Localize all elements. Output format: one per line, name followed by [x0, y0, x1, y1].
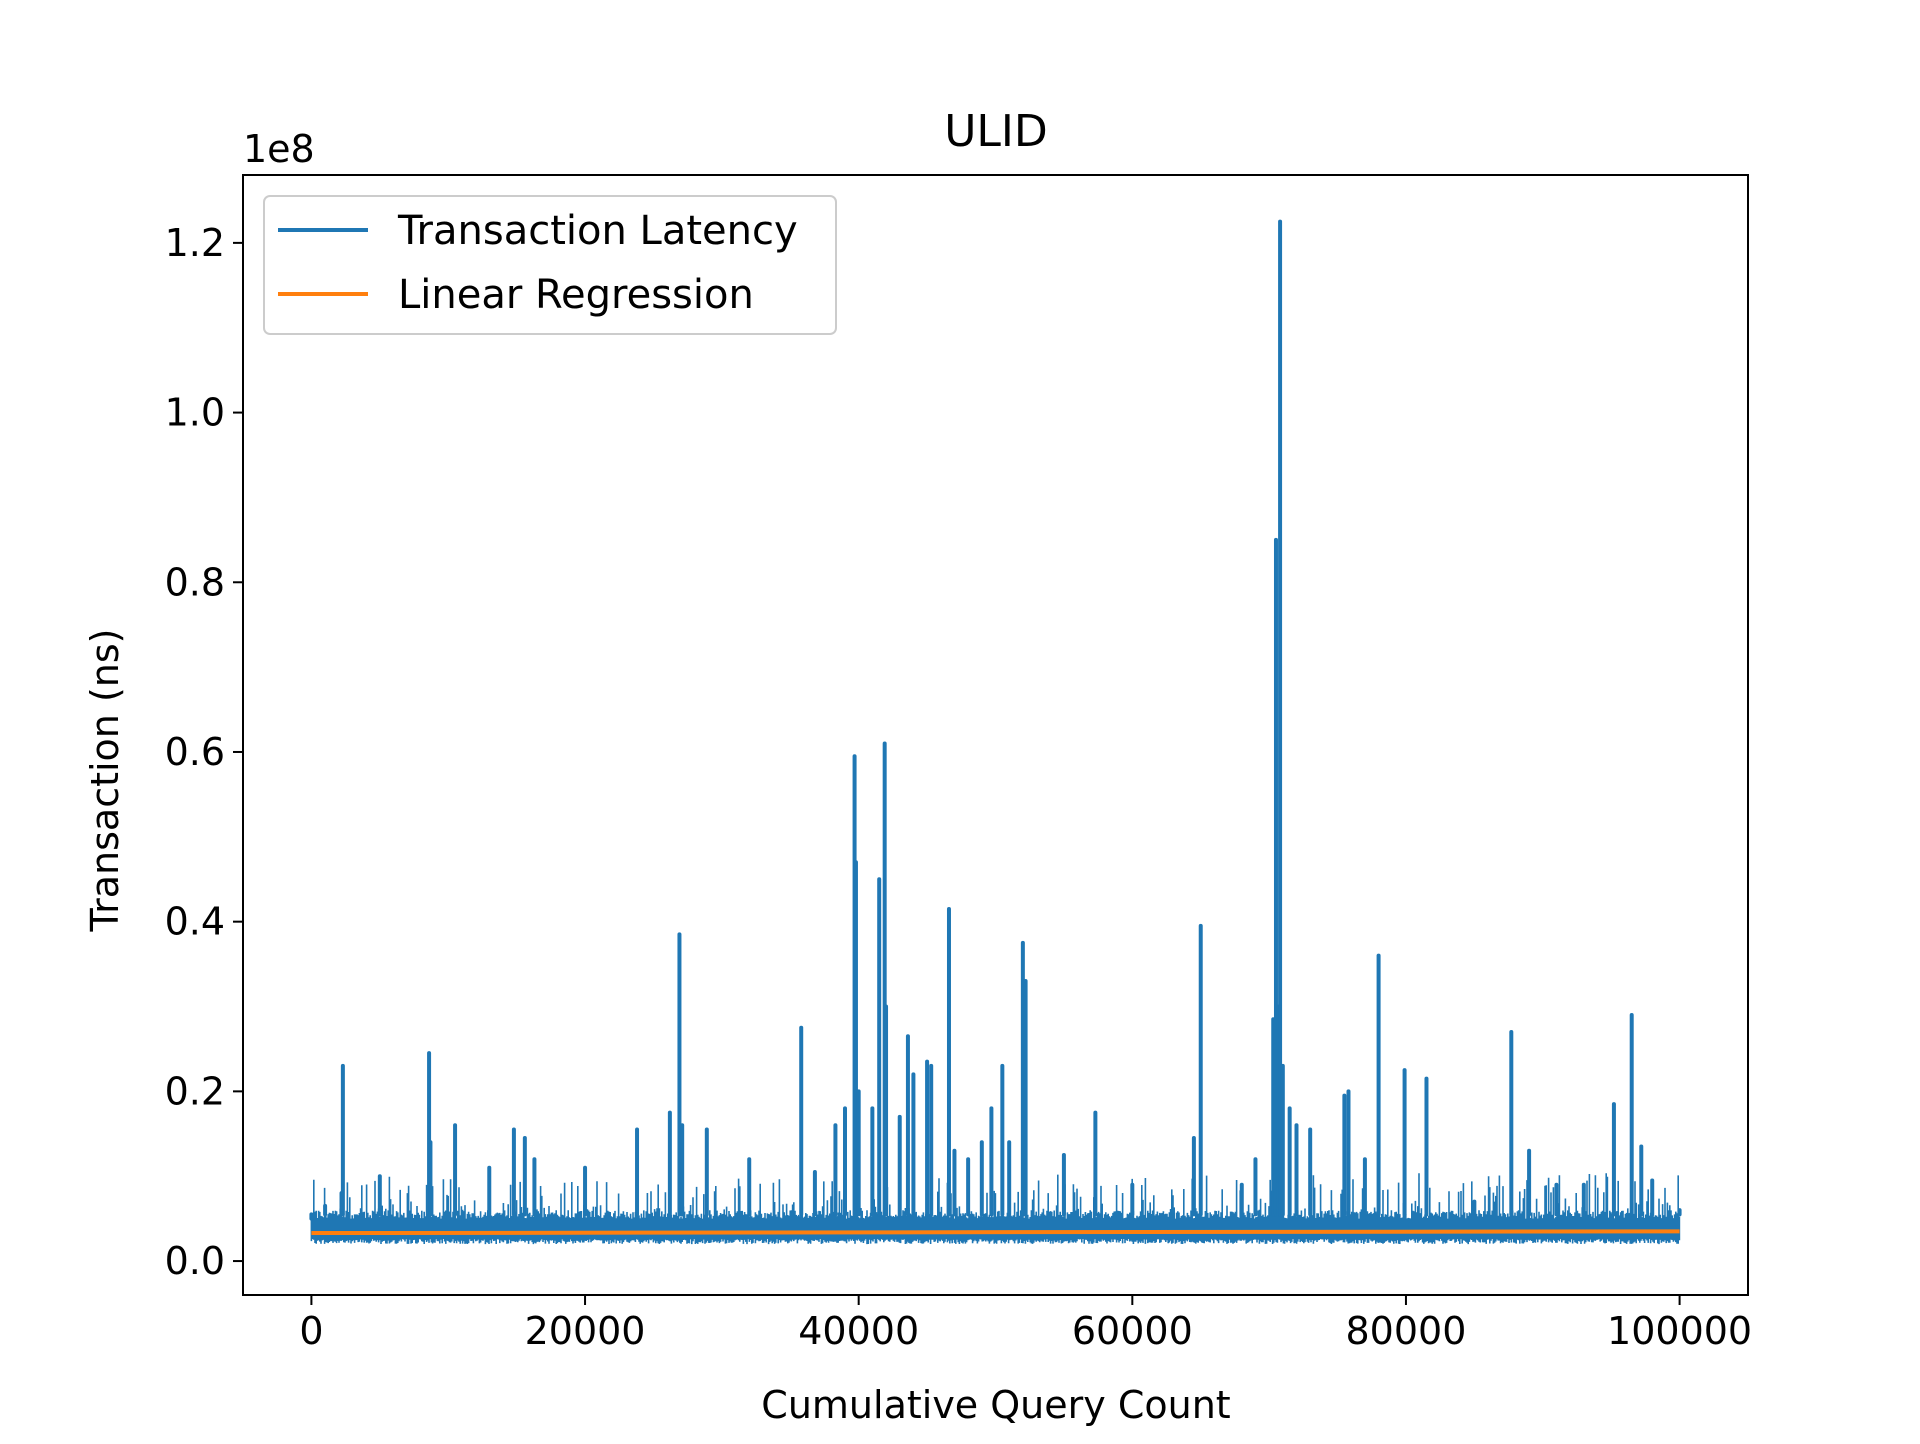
x-tick-label: 40000 [798, 1309, 919, 1353]
x-tick-label: 20000 [525, 1309, 646, 1353]
legend: Transaction Latency Linear Regression [263, 195, 837, 335]
plot-frame [242, 174, 1749, 1296]
y-tick-label: 0.8 [165, 560, 225, 604]
x-tick-label: 100000 [1607, 1309, 1752, 1353]
series-layer [309, 219, 1682, 1245]
chart-title: ULID [944, 106, 1048, 157]
y-tick-label: 0.4 [165, 900, 225, 944]
regression-line [311, 1229, 1680, 1236]
y-tick-label: 1.2 [165, 221, 225, 265]
x-axis-ticks: 0 20000 40000 60000 80000 100000 [299, 1295, 1752, 1353]
y-axis-label: Transaction (ns) [83, 629, 127, 933]
y-tick-label: 0.2 [165, 1069, 225, 1113]
y-tick-label: 1.0 [165, 391, 225, 435]
legend-label-transaction-latency: Transaction Latency [397, 208, 798, 254]
x-tick-label: 80000 [1346, 1309, 1467, 1353]
y-tick-label: 0.6 [165, 730, 225, 774]
y-offset-label: 1e8 [243, 127, 315, 171]
legend-label-linear-regression: Linear Regression [398, 272, 754, 318]
y-axis-ticks: 0.0 0.2 0.4 0.6 0.8 1.0 1.2 [165, 221, 243, 1283]
legend-box [263, 195, 837, 335]
x-tick-label: 60000 [1072, 1309, 1193, 1353]
x-tick-label: 0 [299, 1309, 323, 1353]
x-axis-label: Cumulative Query Count [761, 1383, 1230, 1427]
y-tick-label: 0.0 [165, 1239, 225, 1283]
